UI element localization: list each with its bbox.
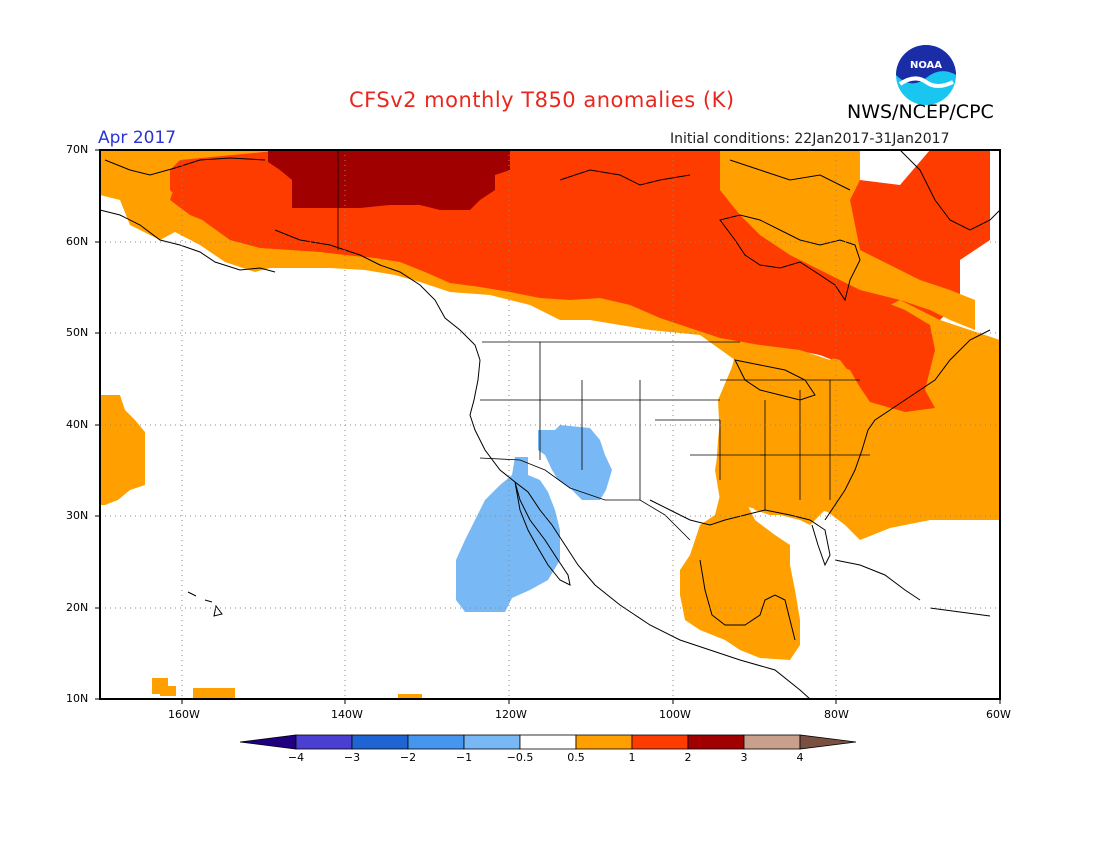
lat-label-70n: 70N — [66, 143, 89, 156]
anomaly-region-1to2-pacific — [100, 395, 145, 505]
lat-label-40n: 40N — [66, 418, 89, 431]
legend-swatch — [407, 734, 465, 750]
noaa-logo-text: NOAA — [910, 60, 942, 71]
legend-swatch — [687, 734, 745, 750]
lon-label-80w: 80W — [824, 708, 849, 721]
organization-label: NWS/NCEP/CPC — [847, 101, 994, 123]
anomaly-patch-b — [160, 686, 176, 696]
legend-swatch — [351, 734, 409, 750]
legend-tick-label: 0.5 — [567, 751, 585, 764]
anomaly-region-1to2-gulf — [680, 495, 800, 660]
legend-swatch — [295, 734, 353, 750]
legend-tick-label: 1 — [629, 751, 636, 764]
coastlines — [99, 149, 1001, 700]
anomaly-region-1to2-core — [170, 150, 935, 412]
map-title: CFSv2 monthly T850 anomalies (K) — [349, 88, 735, 112]
axis-ticks — [95, 149, 1001, 704]
legend-swatch — [575, 734, 633, 750]
legend-arrow-high — [799, 734, 857, 750]
noaa-logo: NOAA — [896, 45, 956, 105]
lat-label-30n: 30N — [66, 509, 89, 522]
legend-swatch — [743, 734, 801, 750]
lon-label-140w: 140W — [331, 708, 363, 721]
lat-label-10n: 10N — [66, 692, 89, 705]
initial-conditions: Initial conditions: 22Jan2017-31Jan2017 — [670, 131, 950, 147]
lon-label-160w: 160W — [168, 708, 200, 721]
anomaly-region-neg-baja — [456, 457, 560, 612]
legend-tick-label: 4 — [797, 751, 804, 764]
legend-tick-label: 3 — [741, 751, 748, 764]
lon-label-120w: 120W — [495, 708, 527, 721]
lat-label-60n: 60N — [66, 235, 89, 248]
legend-tick-label: −0.5 — [507, 751, 534, 764]
anomaly-patch-d — [398, 694, 422, 699]
legend-tick-label: −4 — [288, 751, 304, 764]
anomaly-region-3plus — [268, 150, 510, 210]
lon-label-100w: 100W — [659, 708, 691, 721]
anomaly-region-neg-sw — [538, 425, 612, 500]
legend-tick-label: −2 — [400, 751, 416, 764]
lat-label-20n: 20N — [66, 601, 89, 614]
target-month: Apr 2017 — [98, 128, 177, 148]
political-borders — [337, 150, 870, 541]
anomaly-region-1to2-east — [716, 340, 1000, 540]
legend-swatch — [519, 734, 577, 750]
lon-label-60w: 60W — [986, 708, 1011, 721]
legend-tick-label: −1 — [456, 751, 472, 764]
legend-tick-label: −3 — [344, 751, 360, 764]
gridlines — [100, 150, 1000, 699]
legend-tick-label: 2 — [685, 751, 692, 764]
lat-label-50n: 50N — [66, 326, 89, 339]
legend-swatch — [631, 734, 689, 750]
anomaly-patch-c — [193, 688, 235, 699]
legend-swatch — [463, 734, 521, 750]
legend-arrow-low — [239, 734, 297, 750]
